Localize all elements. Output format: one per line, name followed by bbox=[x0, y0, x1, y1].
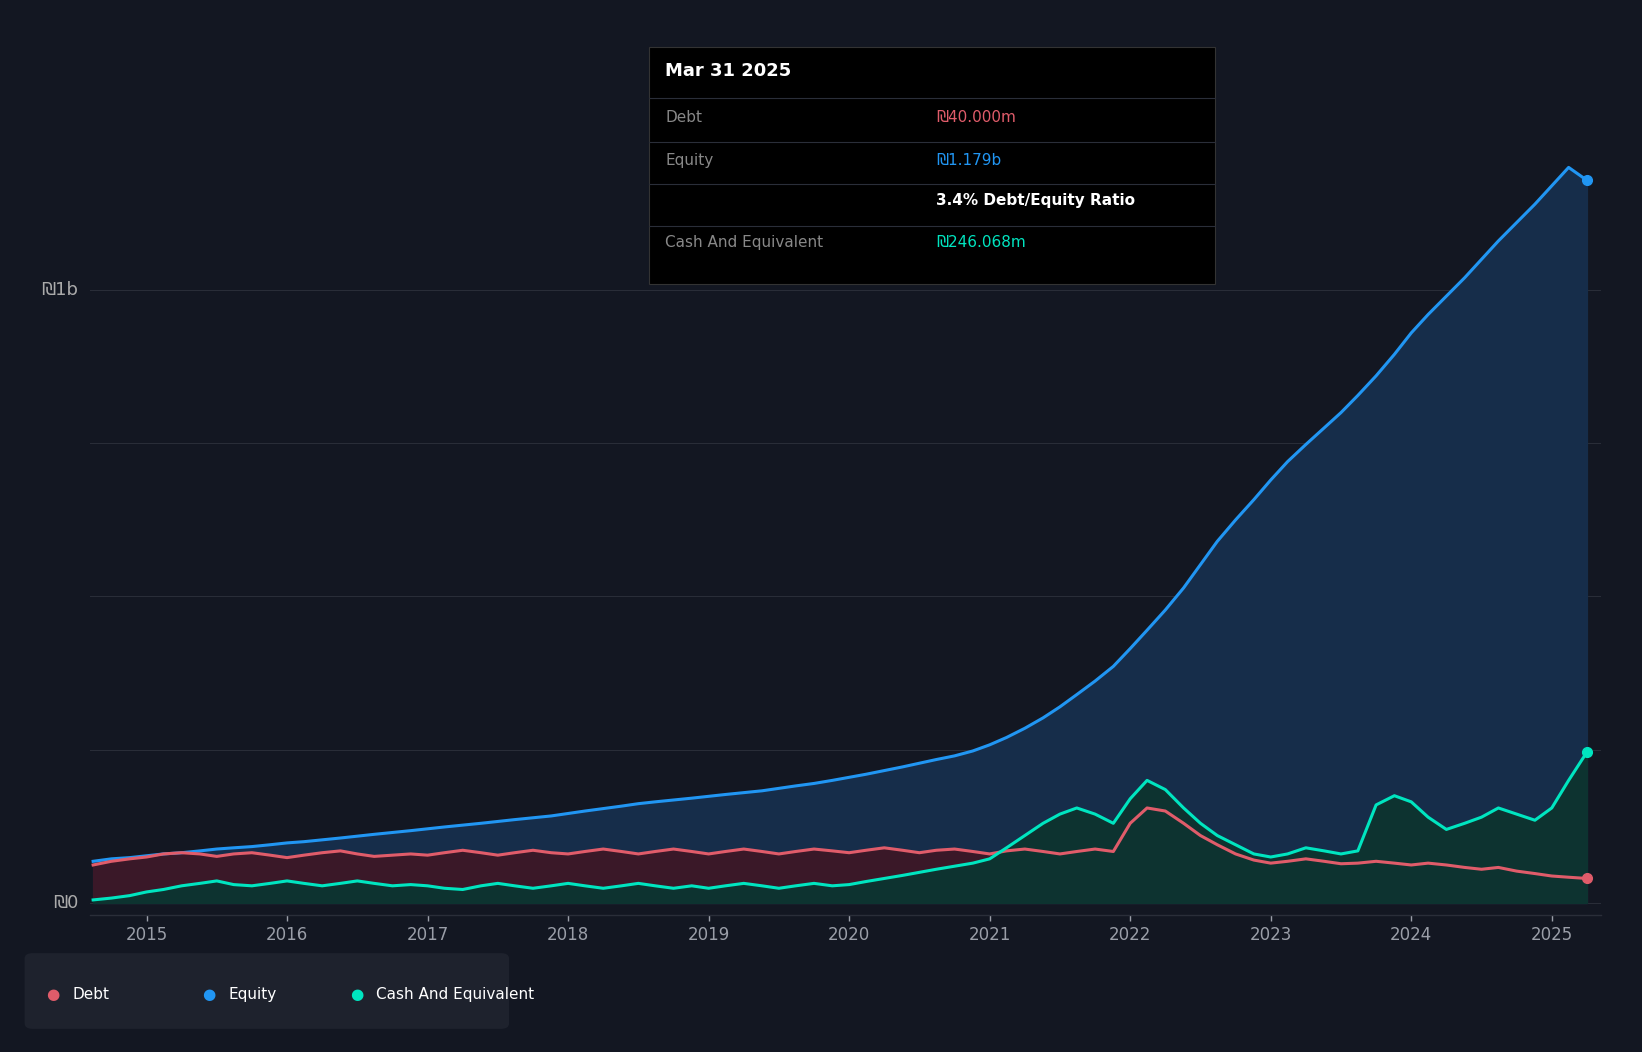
Text: Mar 31 2025: Mar 31 2025 bbox=[665, 62, 791, 80]
Text: Cash And Equivalent: Cash And Equivalent bbox=[376, 987, 534, 1002]
Text: Cash And Equivalent: Cash And Equivalent bbox=[665, 235, 823, 249]
Text: ●: ● bbox=[202, 987, 215, 1002]
Text: 3.4% Debt/Equity Ratio: 3.4% Debt/Equity Ratio bbox=[936, 193, 1135, 207]
Text: ₪0: ₪0 bbox=[53, 894, 79, 912]
Text: ₪1.179b: ₪1.179b bbox=[936, 153, 1002, 167]
Text: ₪1b: ₪1b bbox=[41, 281, 79, 299]
Text: ₪246.068m: ₪246.068m bbox=[936, 235, 1026, 249]
Text: Equity: Equity bbox=[228, 987, 276, 1002]
Text: Debt: Debt bbox=[72, 987, 110, 1002]
Text: Equity: Equity bbox=[665, 153, 713, 167]
Text: ₪40.000m: ₪40.000m bbox=[936, 110, 1016, 125]
Text: ●: ● bbox=[46, 987, 59, 1002]
Text: Debt: Debt bbox=[665, 110, 703, 125]
Text: ●: ● bbox=[350, 987, 363, 1002]
